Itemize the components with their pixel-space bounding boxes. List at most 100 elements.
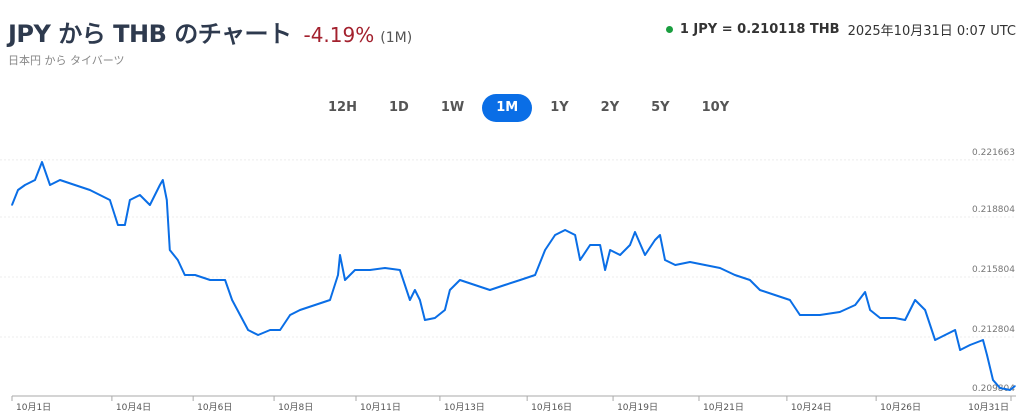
x-tick-label: 10月26日	[880, 402, 921, 413]
data-point	[839, 311, 841, 313]
data-point	[99, 194, 101, 196]
data-point	[257, 334, 259, 336]
data-point	[1014, 385, 1016, 387]
data-point	[177, 259, 179, 261]
data-point	[24, 184, 26, 186]
percent-change: -4.19%	[303, 23, 375, 47]
data-point	[604, 269, 606, 271]
x-tick-label: 10月6日	[197, 402, 232, 413]
data-point	[209, 279, 211, 281]
data-point	[894, 317, 896, 319]
data-point	[129, 199, 131, 201]
x-tick-label: 10月16日	[531, 402, 572, 413]
data-point	[719, 267, 721, 269]
data-point	[564, 229, 566, 231]
data-point	[329, 299, 331, 301]
tab-10y[interactable]: 10Y	[701, 100, 730, 115]
data-point	[554, 234, 556, 236]
data-point	[1009, 389, 1011, 391]
data-point	[734, 274, 736, 276]
data-point	[544, 249, 546, 251]
data-point	[109, 199, 111, 201]
data-point	[59, 179, 61, 181]
data-point	[969, 344, 971, 346]
tab-1y[interactable]: 1Y	[550, 100, 569, 115]
period-label: (1M)	[380, 30, 413, 46]
data-point	[799, 314, 801, 316]
data-point	[654, 239, 656, 241]
data-point	[489, 289, 491, 291]
currency-pair-subtitle: 日本円 から タイバーツ	[8, 54, 125, 67]
data-point	[599, 244, 601, 246]
x-tick-label: 10月1日	[16, 402, 51, 413]
data-point	[774, 294, 776, 296]
period-tabs: 12H 1D 1W 1M 1Y 2Y 5Y 10Y	[314, 94, 747, 122]
data-point	[169, 249, 171, 251]
data-point	[609, 249, 611, 251]
data-point	[424, 319, 426, 321]
data-point	[289, 314, 291, 316]
data-point	[344, 279, 346, 281]
chart-heading: JPY から THB のチャート -4.19% (1M)	[8, 14, 412, 49]
data-point	[89, 189, 91, 191]
rate-line	[11, 161, 1016, 391]
x-tick-label: 10月19日	[617, 402, 658, 413]
data-point	[674, 264, 677, 266]
y-tick-label: 0.212804	[972, 325, 1015, 335]
data-point	[279, 329, 281, 331]
data-point	[619, 254, 621, 256]
y-tick-label: 0.215804	[972, 265, 1015, 275]
y-tick-label: 0.221663	[972, 148, 1015, 158]
data-point	[954, 329, 956, 331]
x-tick-label: 10月11日	[360, 402, 401, 413]
tab-1d[interactable]: 1D	[388, 100, 409, 115]
data-point	[11, 204, 13, 206]
data-point	[992, 379, 994, 381]
data-point	[904, 319, 906, 321]
data-point	[854, 304, 856, 306]
x-tick-label: 10月21日	[703, 402, 744, 413]
data-point	[819, 314, 821, 316]
tab-2y[interactable]: 2Y	[600, 100, 620, 115]
x-tick-label: 10月31日	[968, 402, 1009, 413]
data-point	[504, 284, 506, 286]
tab-1m[interactable]: 1M	[482, 94, 533, 122]
data-point	[419, 299, 421, 301]
data-point	[659, 234, 661, 236]
tab-5y[interactable]: 5Y	[651, 100, 670, 115]
data-point	[159, 184, 161, 186]
tab-12h[interactable]: 12H	[328, 100, 357, 115]
data-point	[689, 261, 691, 263]
data-point	[34, 179, 36, 181]
data-point	[399, 269, 401, 271]
data-point	[986, 354, 988, 356]
data-point	[49, 184, 51, 186]
data-point	[629, 244, 631, 246]
data-point	[299, 309, 301, 311]
data-point	[414, 289, 416, 291]
data-point	[409, 299, 411, 301]
tab-1w[interactable]: 1W	[440, 100, 465, 115]
data-point	[339, 254, 341, 256]
y-tick-label: 0.218804	[972, 205, 1015, 215]
data-point	[459, 279, 461, 281]
data-point	[914, 299, 916, 301]
data-point	[17, 189, 19, 191]
data-point	[664, 259, 666, 261]
y-tick-label: 0.209804	[972, 384, 1015, 394]
x-tick-label: 10月4日	[116, 402, 151, 413]
data-point	[139, 194, 141, 196]
data-point	[117, 224, 119, 226]
x-tick-label: 10月24日	[791, 402, 832, 413]
data-point	[944, 334, 946, 336]
data-point	[354, 269, 356, 271]
data-point	[434, 317, 436, 319]
data-point	[224, 279, 226, 281]
data-point	[124, 224, 126, 226]
data-point	[634, 231, 636, 233]
page-title: JPY から THB のチャート	[8, 20, 292, 48]
data-point	[934, 339, 936, 341]
data-point	[269, 329, 271, 331]
data-point	[314, 304, 316, 306]
